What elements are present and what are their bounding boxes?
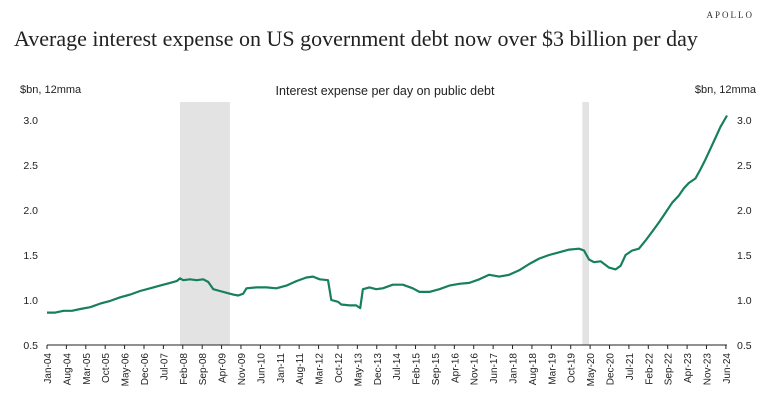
x-tick-label-jul-07: Jul-07 (159, 353, 170, 381)
x-tick-label-sep-08: Sep-08 (198, 353, 209, 386)
y-tick-left-2.5: 2.5 (23, 160, 38, 172)
x-tick-label-may-20: May-20 (586, 353, 597, 387)
y-tick-left-3.0: 3.0 (23, 115, 38, 127)
x-tick-label-dec-06: Dec-06 (140, 353, 151, 386)
x-tick-label-aug-11: Aug-11 (295, 353, 306, 385)
y-tick-left-1.5: 1.5 (23, 250, 38, 262)
x-tick-label-mar-12: Mar-12 (315, 353, 326, 385)
x-tick-label-jul-14: Jul-14 (392, 353, 403, 381)
x-tick-label-jul-21: Jul-21 (625, 353, 636, 381)
x-tick-label-may-13: May-13 (353, 353, 364, 387)
x-tick-label-jan-18: Jan-18 (509, 353, 520, 384)
y-tick-right-0.5: 0.5 (737, 340, 752, 352)
x-tick-label-jan-11: Jan-11 (276, 353, 287, 383)
x-tick-label-jun-10: Jun-10 (256, 353, 267, 384)
y-axis-label-left: $bn, 12mma (20, 84, 82, 96)
x-tick-label-apr-09: Apr-09 (218, 353, 229, 383)
y-axis-label-right: $bn, 12mma (695, 84, 757, 96)
x-tick-label-sep-15: Sep-15 (431, 353, 442, 386)
x-tick-label-aug-18: Aug-18 (528, 353, 539, 386)
x-tick-label-feb-22: Feb-22 (644, 353, 655, 385)
x-tick-label-jun-24: Jun-24 (722, 353, 733, 384)
x-tick-label-mar-19: Mar-19 (547, 353, 558, 385)
page-title: Average interest expense on US governmen… (14, 26, 698, 51)
y-tick-right-2.5: 2.5 (737, 160, 752, 172)
x-tick-label-sep-22: Sep-22 (664, 353, 675, 386)
x-tick-label-dec-13: Dec-13 (373, 353, 384, 386)
x-tick-label-nov-23: Nov-23 (702, 353, 713, 386)
y-tick-right-1.0: 1.0 (737, 295, 752, 307)
recession-band-2 (582, 102, 590, 345)
y-tick-left-0.5: 0.5 (23, 340, 38, 352)
recession-band-1 (180, 102, 230, 345)
y-tick-right-1.5: 1.5 (737, 250, 752, 262)
x-tick-label-jun-17: Jun-17 (489, 353, 500, 384)
y-tick-right-2.0: 2.0 (737, 205, 752, 217)
x-tick-label-aug-04: Aug-04 (62, 353, 73, 386)
y-tick-left-1.0: 1.0 (23, 295, 38, 307)
x-tick-label-nov-09: Nov-09 (237, 353, 248, 386)
series-line-1 (47, 114, 728, 314)
x-tick-label-apr-16: Apr-16 (450, 353, 461, 383)
brand-logo: APOLLO (706, 10, 754, 20)
x-tick-label-dec-20: Dec-20 (606, 353, 617, 386)
y-tick-left-2.0: 2.0 (23, 205, 38, 217)
x-tick-label-feb-15: Feb-15 (412, 353, 423, 385)
x-tick-label-oct-19: Oct-19 (567, 353, 578, 383)
x-tick-label-feb-08: Feb-08 (179, 353, 190, 385)
x-tick-label-oct-12: Oct-12 (334, 353, 345, 383)
x-tick-label-apr-23: Apr-23 (683, 353, 694, 383)
x-tick-label-mar-05: Mar-05 (82, 353, 93, 385)
x-tick-label-jan-04: Jan-04 (43, 353, 54, 384)
x-tick-label-nov-16: Nov-16 (470, 353, 481, 386)
x-tick-label-may-06: May-06 (121, 353, 132, 387)
x-tick-label-oct-05: Oct-05 (101, 353, 112, 383)
y-tick-right-3.0: 3.0 (737, 115, 752, 127)
chart-title: Interest expense per day on public debt (276, 84, 495, 98)
